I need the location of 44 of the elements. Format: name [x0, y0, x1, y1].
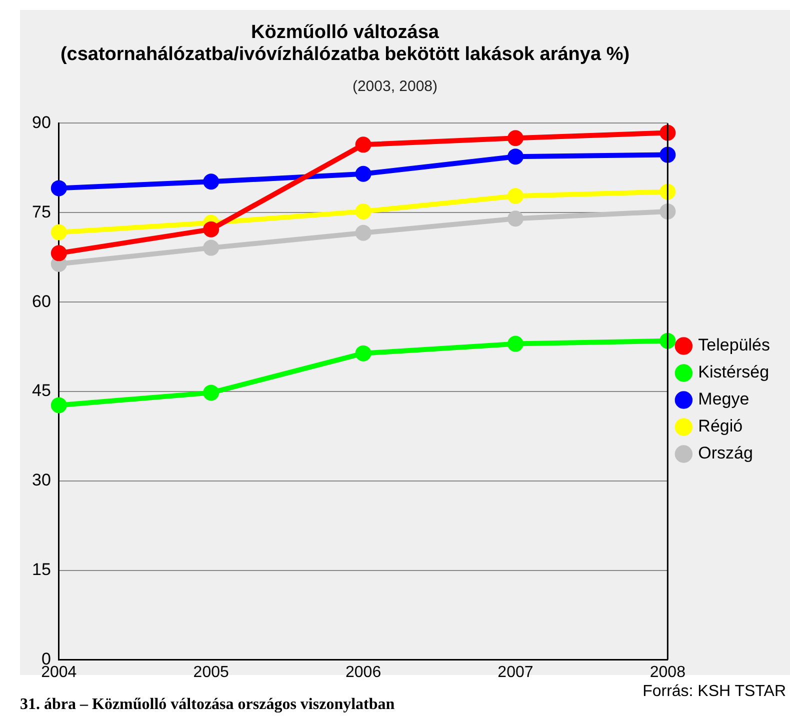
legend-label: Régió	[698, 416, 743, 436]
legend-label: Ország	[698, 444, 753, 463]
point	[355, 345, 372, 362]
y-tick-label: 15	[32, 560, 51, 580]
point	[50, 397, 67, 414]
point	[660, 146, 676, 163]
text: (2003, 2008)	[351, 78, 439, 95]
point	[660, 203, 676, 220]
point	[203, 384, 220, 401]
y-tick-label: 45	[32, 381, 51, 400]
point	[507, 336, 524, 352]
text: 31. ábra – Közműolló változása országos viszonylatban	[20, 696, 395, 714]
chart-subtitle: (csatornahálózatba/ivóvízhálózatba bekötött lakások aránya %)	[59, 44, 631, 66]
x-tick-label: 2005	[193, 664, 229, 681]
point	[507, 188, 524, 204]
point	[203, 174, 220, 190]
x-tick-label: 2006	[345, 664, 382, 681]
point	[355, 136, 372, 153]
y-tick-label: 60	[32, 292, 51, 311]
point	[507, 148, 524, 165]
point	[355, 166, 372, 182]
legend-label: Megye	[698, 390, 750, 409]
point	[50, 180, 67, 196]
point	[203, 221, 220, 238]
x-tick-label: 2007	[498, 664, 534, 681]
point	[660, 184, 676, 200]
y-tick-label: 90	[32, 112, 51, 132]
point	[355, 203, 372, 220]
text: Forrás: KSH TSTAR	[642, 683, 786, 701]
point	[507, 130, 524, 146]
legend-label: Kistérség	[698, 362, 770, 382]
point	[660, 332, 676, 349]
point	[507, 210, 524, 227]
x-tick-label: 2004	[41, 664, 77, 681]
y-tick-label: 30	[32, 470, 51, 490]
x-tick-label: 2008	[650, 664, 686, 681]
point	[50, 245, 67, 262]
point	[355, 224, 372, 241]
point	[660, 124, 676, 141]
y-tick-label: 75	[32, 202, 51, 222]
legend-label: Település	[698, 336, 770, 355]
chart-title: Közműolló változása	[250, 22, 440, 44]
point	[203, 240, 220, 256]
point	[50, 224, 67, 240]
